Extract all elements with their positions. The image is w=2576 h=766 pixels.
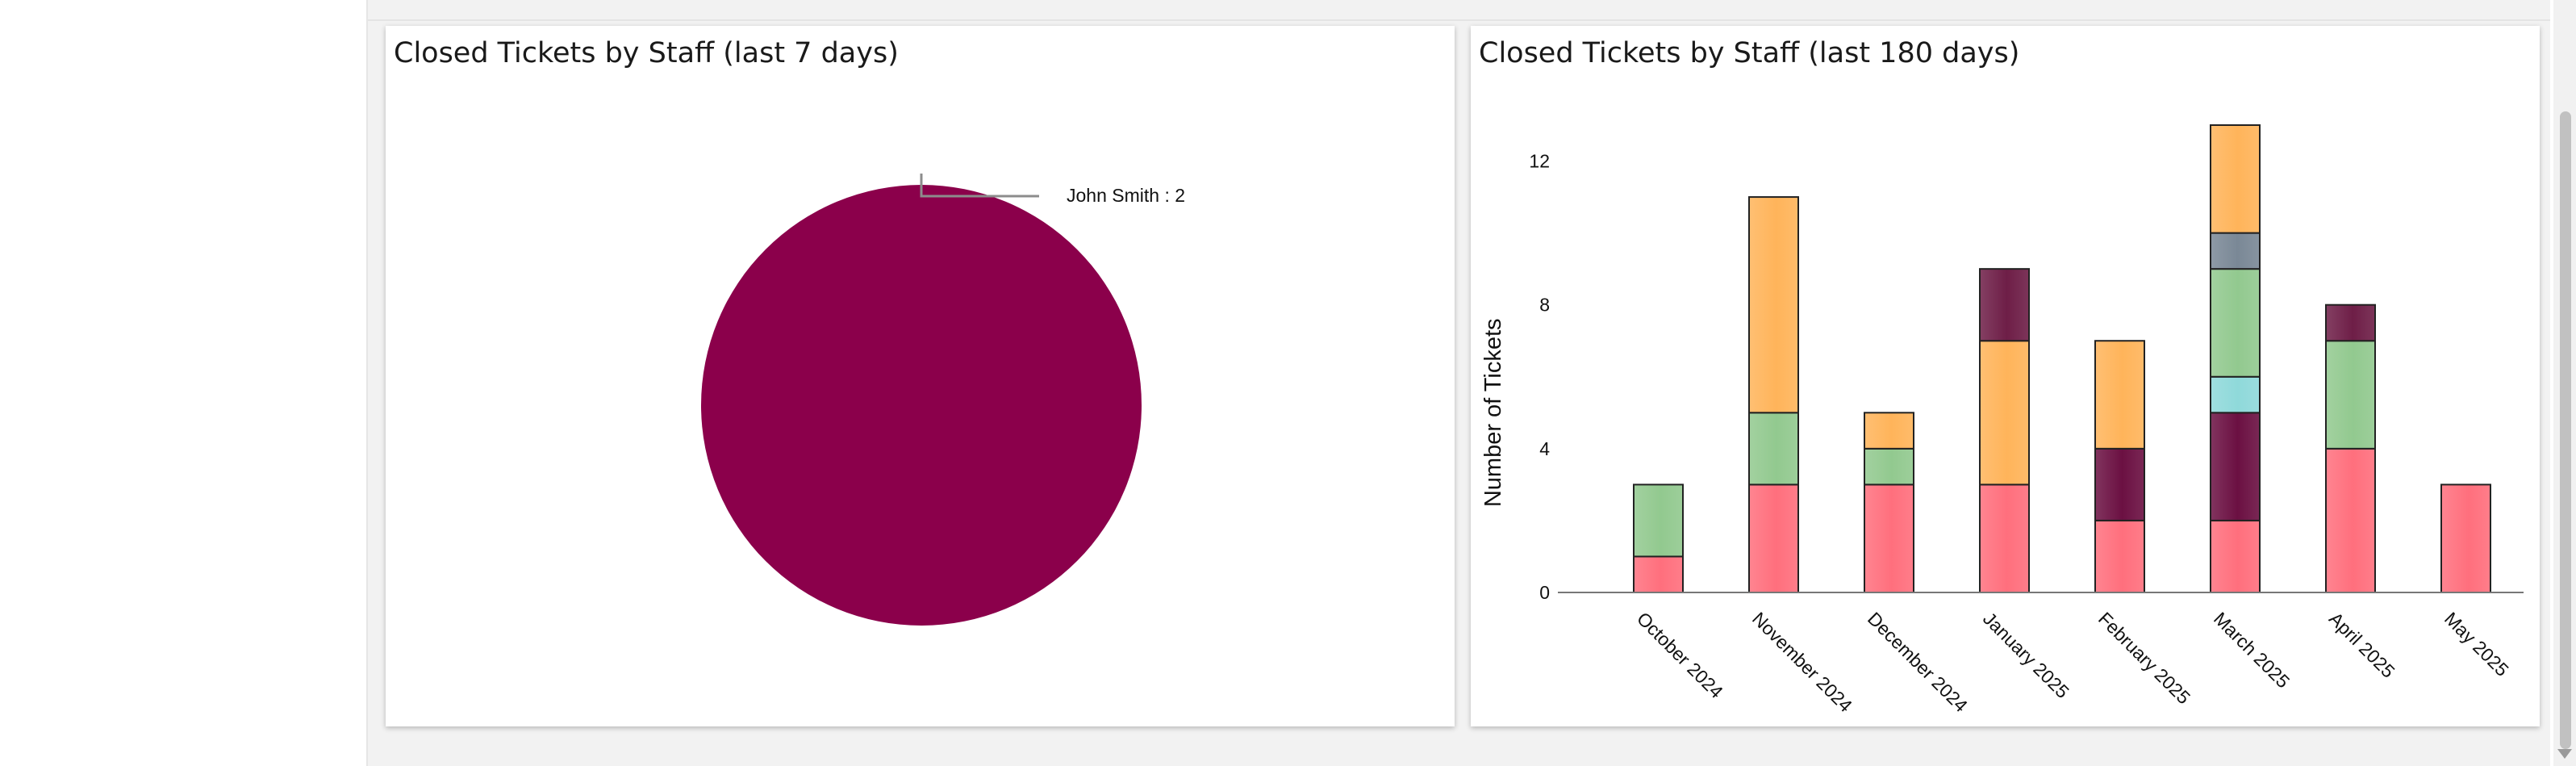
bar-segment[interactable] bbox=[2210, 375, 2261, 414]
bar-segment[interactable] bbox=[2210, 412, 2261, 521]
bar-segment[interactable] bbox=[1979, 268, 2030, 342]
bar-segment[interactable] bbox=[2325, 340, 2376, 450]
panel-closed-tickets-7-days: Closed Tickets by Staff (last 7 days) Jo… bbox=[386, 26, 1455, 726]
bar-segment[interactable] bbox=[2210, 268, 2261, 378]
scrollbar-thumb[interactable] bbox=[2560, 111, 2571, 749]
pie-slice[interactable] bbox=[701, 185, 1142, 626]
pie-label-leader-line bbox=[920, 174, 1039, 198]
bar-segment[interactable] bbox=[1633, 555, 1684, 594]
y-tick-label: 0 bbox=[1539, 582, 1550, 603]
x-tick-label: December 2024 bbox=[1864, 608, 1972, 716]
x-tick-label: January 2025 bbox=[1979, 608, 2073, 702]
bar-segment[interactable] bbox=[2094, 519, 2145, 594]
bar-segment[interactable] bbox=[1748, 196, 1799, 414]
panel-title: Closed Tickets by Staff (last 180 days) bbox=[1479, 37, 2020, 69]
x-tick-label: February 2025 bbox=[2094, 608, 2194, 708]
bar-segment[interactable] bbox=[1864, 447, 1914, 486]
x-tick-label: May 2025 bbox=[2440, 608, 2513, 680]
divider bbox=[368, 19, 2550, 21]
x-tick-label: October 2024 bbox=[1633, 608, 1727, 702]
y-tick-label: 12 bbox=[1529, 151, 1550, 172]
x-tick-label: April 2025 bbox=[2325, 608, 2399, 682]
bar-segment[interactable] bbox=[1748, 412, 1799, 486]
y-axis-label: Number of Tickets bbox=[1480, 318, 1506, 507]
panel-title: Closed Tickets by Staff (last 7 days) bbox=[394, 37, 899, 69]
bar-segment[interactable] bbox=[1633, 483, 1684, 558]
pie-chart: John Smith : 2 bbox=[701, 174, 1185, 626]
bar-segment[interactable] bbox=[2440, 483, 2491, 594]
bar-segment[interactable] bbox=[1979, 340, 2030, 486]
scroll-down-arrow-icon[interactable] bbox=[2557, 749, 2572, 759]
bar-segment[interactable] bbox=[1864, 483, 1914, 594]
bar-segment[interactable] bbox=[2210, 232, 2261, 270]
stacked-bar-chart: Number of Tickets 0 4 8 12 October 2024 Novemb… bbox=[1480, 124, 2524, 716]
y-tick-label: 8 bbox=[1539, 295, 1550, 316]
bar-segment[interactable] bbox=[1864, 412, 1914, 450]
sidebar bbox=[0, 0, 368, 766]
bar-segment[interactable] bbox=[1979, 483, 2030, 594]
x-tick-label: March 2025 bbox=[2210, 608, 2294, 692]
x-tick-label: November 2024 bbox=[1748, 608, 1856, 716]
bar-segment[interactable] bbox=[2094, 447, 2145, 521]
bar-segment[interactable] bbox=[2325, 303, 2376, 342]
bar-segment[interactable] bbox=[2210, 124, 2261, 234]
panel-closed-tickets-180-days: Closed Tickets by Staff (last 180 days) … bbox=[1471, 26, 2540, 726]
pie-slice-label: John Smith : 2 bbox=[1067, 185, 1185, 206]
bar-segment[interactable] bbox=[2325, 447, 2376, 593]
bar-segment[interactable] bbox=[1748, 483, 1799, 594]
y-tick-label: 4 bbox=[1539, 438, 1550, 459]
bar-segment[interactable] bbox=[2094, 340, 2145, 450]
bar-segment[interactable] bbox=[2210, 519, 2261, 594]
